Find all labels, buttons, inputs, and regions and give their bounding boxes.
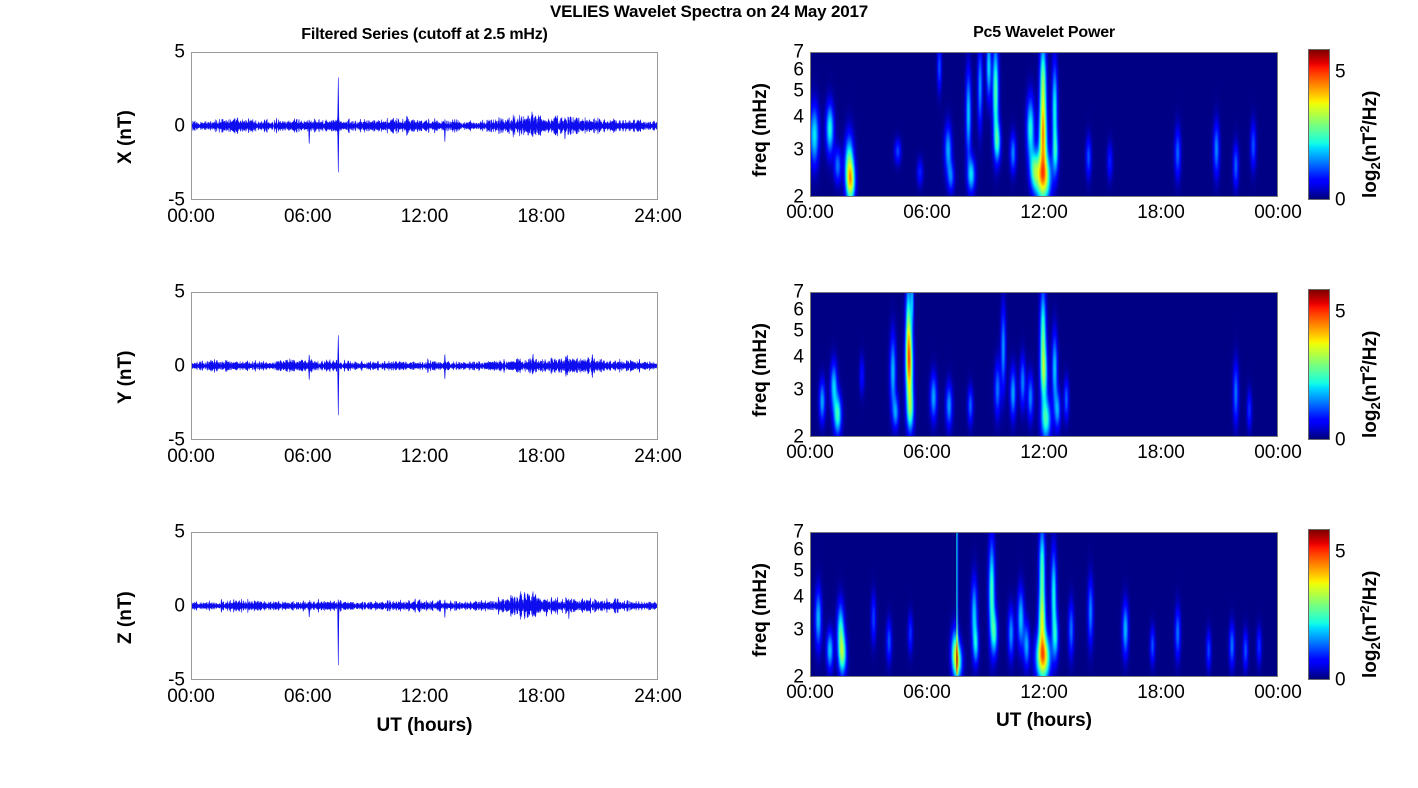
spectrogram-axes-x xyxy=(810,52,1278,197)
spectrogram-ytick: 4 xyxy=(793,586,804,608)
spectrogram-xtick: 18:00 xyxy=(1137,682,1185,703)
spectrogram-ytick: 6 xyxy=(793,539,804,561)
spectrogram-xtick: 18:00 xyxy=(1137,442,1185,463)
colorbar-tick: 5 xyxy=(1335,301,1346,323)
spectrogram-ytick: 3 xyxy=(793,619,804,641)
timeseries-xtick: 24:00 xyxy=(634,686,682,707)
timeseries-xtick: 12:00 xyxy=(400,446,449,467)
spectrogram-ytick: 4 xyxy=(793,106,804,128)
spectrogram-xtick: 00:00 xyxy=(1254,682,1302,703)
spectrogram-ytick: 7 xyxy=(793,41,804,63)
timeseries-ytick: 0 xyxy=(174,355,185,377)
spectrogram-ytick: 7 xyxy=(793,281,804,303)
spectrogram-ytick: 2 xyxy=(793,186,804,208)
timeseries-xtick: 18:00 xyxy=(517,206,566,227)
timeseries-ytick: 5 xyxy=(174,281,185,303)
colorbar-tick: 0 xyxy=(1335,189,1346,211)
timeseries-trace xyxy=(192,335,657,416)
spectrogram-ytick: 5 xyxy=(793,80,804,102)
spectrogram-xtick: 12:00 xyxy=(1020,442,1068,463)
timeseries-ytick: 5 xyxy=(174,521,185,543)
spectrogram-xtick: 00:00 xyxy=(786,682,834,703)
timeseries-xtick: 00:00 xyxy=(167,206,215,227)
timeseries-xlabel: UT (hours) xyxy=(376,715,473,736)
figure-title: VELIES Wavelet Spectra on 24 May 2017 xyxy=(550,2,868,21)
timeseries-ytick: 0 xyxy=(174,595,185,617)
colorbar-tick: 0 xyxy=(1335,429,1346,451)
spectrogram-axes-z xyxy=(810,532,1278,677)
timeseries-ylabel: Z (nT) xyxy=(115,591,136,644)
timeseries-xtick: 12:00 xyxy=(400,686,449,707)
spectrogram-ytick: 5 xyxy=(793,320,804,342)
spectrogram-xtick: 06:00 xyxy=(903,202,951,223)
spectrogram-ytick: 5 xyxy=(793,560,804,582)
colorbar-x xyxy=(1308,49,1330,200)
spectrogram-ylabel: freq (mHz) xyxy=(750,82,771,177)
timeseries-axes-z xyxy=(191,532,658,680)
spectrogram-ytick: 3 xyxy=(793,379,804,401)
spectrogram-xtick: 06:00 xyxy=(903,442,951,463)
timeseries-trace xyxy=(192,77,657,173)
colorbar-tick: 5 xyxy=(1335,541,1346,563)
colorbar-label: log2(nT2/Hz) xyxy=(1357,330,1383,438)
right-column-title: Pc5 Wavelet Power xyxy=(973,24,1115,41)
spectrogram-ytick: 2 xyxy=(793,426,804,448)
colorbar-label: log2(nT2/Hz) xyxy=(1357,90,1383,198)
timeseries-xtick: 06:00 xyxy=(283,206,332,227)
timeseries-xtick: 00:00 xyxy=(167,686,215,707)
timeseries-axes-x xyxy=(191,52,658,200)
colorbar-tick: 0 xyxy=(1335,669,1346,691)
spectrogram-ylabel: freq (mHz) xyxy=(750,562,771,657)
timeseries-xtick: 12:00 xyxy=(400,206,449,227)
spectrogram-ytick: 3 xyxy=(793,139,804,161)
spectrogram-xtick: 00:00 xyxy=(786,442,834,463)
timeseries-ytick: -5 xyxy=(168,189,185,211)
timeseries-ytick: 0 xyxy=(174,115,185,137)
timeseries-xtick: 24:00 xyxy=(634,446,682,467)
spectrogram-ytick: 6 xyxy=(793,299,804,321)
timeseries-xtick: 00:00 xyxy=(167,446,215,467)
timeseries-axes-y xyxy=(191,292,658,440)
timeseries-xtick: 06:00 xyxy=(283,686,332,707)
spectrogram-ytick: 6 xyxy=(793,59,804,81)
colorbar-gradient xyxy=(1309,50,1329,199)
left-column-title: Filtered Series (cutoff at 2.5 mHz) xyxy=(301,26,548,43)
timeseries-xtick: 06:00 xyxy=(283,446,332,467)
colorbar-tick: 5 xyxy=(1335,61,1346,83)
spectrogram-xtick: 12:00 xyxy=(1020,202,1068,223)
spectrogram-ytick: 2 xyxy=(793,666,804,688)
timeseries-ytick: 5 xyxy=(174,41,185,63)
spectrogram-ytick: 7 xyxy=(793,521,804,543)
spectrogram-ylabel: freq (mHz) xyxy=(750,322,771,417)
timeseries-xtick: 18:00 xyxy=(517,446,566,467)
spectrogram-image xyxy=(811,533,1277,676)
timeseries-ylabel: X (nT) xyxy=(115,110,136,164)
colorbar-y xyxy=(1308,289,1330,440)
timeseries-xtick: 24:00 xyxy=(634,206,682,227)
spectrogram-xtick: 00:00 xyxy=(1254,442,1302,463)
timeseries-ytick: -5 xyxy=(168,429,185,451)
colorbar-label: log2(nT2/Hz) xyxy=(1357,570,1383,678)
spectrogram-xlabel: UT (hours) xyxy=(995,710,1093,731)
timeseries-ylabel: Y (nT) xyxy=(115,350,136,404)
spectrogram-image xyxy=(811,53,1277,196)
spectrogram-xtick: 06:00 xyxy=(903,682,951,703)
spectrogram-axes-y xyxy=(810,292,1278,437)
colorbar-z xyxy=(1308,529,1330,680)
colorbar-gradient xyxy=(1309,530,1329,679)
timeseries-ytick: -5 xyxy=(168,669,185,691)
timeseries-xtick: 18:00 xyxy=(517,686,566,707)
spectrogram-xtick: 18:00 xyxy=(1137,202,1185,223)
spectrogram-xtick: 00:00 xyxy=(1254,202,1302,223)
spectrogram-xtick: 12:00 xyxy=(1020,682,1068,703)
colorbar-gradient xyxy=(1309,290,1329,439)
spectrogram-xtick: 00:00 xyxy=(786,202,834,223)
timeseries-trace xyxy=(192,591,657,666)
spectrogram-ytick: 4 xyxy=(793,346,804,368)
spectrogram-image xyxy=(811,293,1277,436)
